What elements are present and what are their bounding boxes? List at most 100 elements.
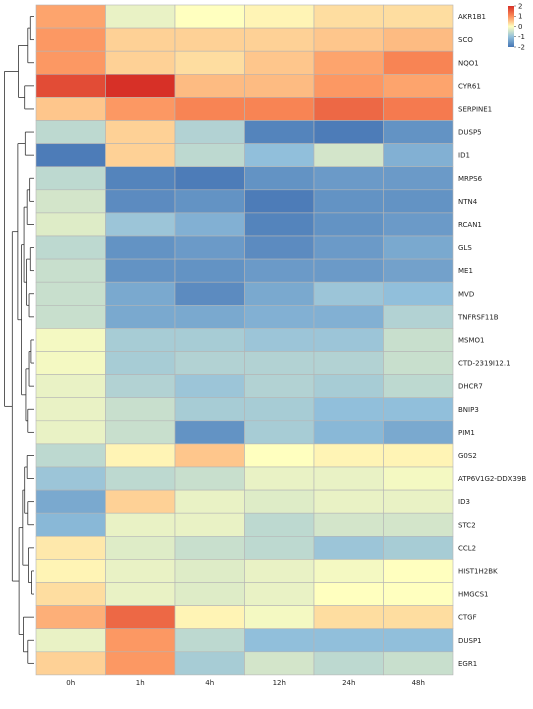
- heatmap-cell: [174, 605, 245, 629]
- heatmap-cell: [244, 281, 315, 306]
- heatmap-cell: [105, 74, 176, 98]
- heatmap-cell: [313, 328, 384, 352]
- heatmap-cell: [105, 189, 176, 214]
- heatmap-cell: [105, 97, 176, 121]
- heatmap-cell: [174, 143, 245, 168]
- heatmap-cell: [313, 466, 384, 491]
- heatmap-cell: [174, 212, 245, 237]
- row-labels: AKR1B1 SCO NQO1 CYR61 SERPINE1 DUSP5 ID1 MRPS6 N…: [457, 13, 526, 668]
- heatmap-cell: [313, 397, 384, 422]
- row-label: BNIP3: [458, 406, 479, 414]
- row-label: CTD-2319I12.1: [458, 360, 511, 368]
- column-label: 12h: [273, 679, 286, 687]
- heatmap-cell: [313, 582, 384, 606]
- heatmap-cell: [174, 420, 245, 445]
- heatmap-cell: [244, 628, 315, 653]
- heatmap-cell: [174, 4, 245, 29]
- heatmap-cell: [313, 166, 384, 191]
- heatmap-cell: [105, 374, 176, 399]
- row-label: MSMO1: [458, 336, 485, 344]
- legend-tick-label: -1: [518, 33, 525, 41]
- row-label: CTGF: [458, 614, 477, 622]
- row-label: AKR1B1: [458, 13, 486, 21]
- heatmap-cell: [105, 397, 176, 422]
- heatmap-cell: [383, 74, 454, 98]
- row-label: DUSP5: [458, 129, 482, 137]
- heatmap-cell: [105, 143, 176, 168]
- heatmap-cell: [313, 443, 384, 468]
- heatmap-cell: [313, 374, 384, 399]
- row-label: DUSP1: [458, 637, 482, 645]
- heatmap-cell: [383, 374, 454, 399]
- heatmap-cell: [383, 582, 454, 606]
- row-label: HMGCS1: [458, 591, 489, 599]
- row-label: EGR1: [458, 660, 477, 668]
- heatmap-cell: [105, 420, 176, 445]
- heatmap-cell: [174, 628, 245, 653]
- heatmap-cell: [244, 559, 315, 583]
- heatmap-cell: [35, 512, 106, 537]
- heatmap-cell: [313, 120, 384, 144]
- heatmap-cell: [174, 50, 245, 75]
- heatmap-cell: [313, 351, 384, 375]
- heatmap-cell: [383, 27, 454, 52]
- heatmap-cell: [383, 605, 454, 629]
- heatmap-cell: [244, 443, 315, 468]
- heatmap-cell: [244, 535, 315, 560]
- heatmap-cell: [35, 258, 106, 283]
- heatmap-cell: [244, 212, 315, 237]
- heatmap-cell: [105, 304, 176, 329]
- heatmap-cell: [383, 189, 454, 214]
- heatmap-cell: [174, 443, 245, 468]
- heatmap-cell: [105, 559, 176, 583]
- legend-tick-label: 1: [518, 13, 522, 21]
- row-label: PIM1: [458, 429, 475, 437]
- heatmap-cell: [244, 166, 315, 191]
- row-label: RCAN1: [458, 221, 482, 229]
- heatmap-cell: [383, 420, 454, 445]
- heatmap-cell: [383, 258, 454, 283]
- heatmap-cell: [313, 605, 384, 629]
- heatmap-cell: [383, 281, 454, 306]
- heatmap-cell: [313, 281, 384, 306]
- heatmap-cell: [244, 74, 315, 98]
- column-label: 24h: [342, 679, 355, 687]
- heatmap-cell: [174, 328, 245, 352]
- heatmap-cell: [35, 328, 106, 352]
- heatmap-cell: [105, 328, 176, 352]
- heatmap-cell: [35, 374, 106, 399]
- heatmap-cell: [35, 143, 106, 168]
- row-label: G0S2: [458, 452, 477, 460]
- heatmap-cell: [35, 651, 106, 676]
- heatmap-cell: [35, 628, 106, 653]
- heatmap-cell: [105, 628, 176, 653]
- heatmap-cell: [174, 489, 245, 514]
- heatmap-cell: [313, 512, 384, 537]
- heatmap-cell: [35, 166, 106, 191]
- heatmap-cell: [35, 50, 106, 75]
- heatmap-cell: [383, 535, 454, 560]
- heatmap-cell: [313, 559, 384, 583]
- heatmap-cell: [313, 212, 384, 237]
- heatmap-cell: [35, 27, 106, 52]
- heatmap-cell: [35, 281, 106, 306]
- row-label: ME1: [458, 267, 473, 275]
- heatmap-cell: [244, 512, 315, 537]
- row-label: TNFRSF11B: [457, 313, 499, 321]
- color-legend: 2 1 0 -1 -2: [508, 2, 525, 51]
- heatmap-cell: [244, 651, 315, 676]
- heatmap-cell: [383, 351, 454, 375]
- heatmap-cell: [105, 466, 176, 491]
- heatmap-cell: [244, 258, 315, 283]
- heatmap-cell: [35, 420, 106, 445]
- heatmap-cell: [35, 582, 106, 606]
- heatmap-cell: [383, 50, 454, 75]
- heatmap-cell: [244, 143, 315, 168]
- heatmap-cell: [174, 374, 245, 399]
- heatmap-cell: [313, 50, 384, 75]
- heatmap-cell: [35, 304, 106, 329]
- heatmap-cell: [105, 120, 176, 144]
- heatmap-cell: [383, 466, 454, 491]
- heatmap-cell: [313, 189, 384, 214]
